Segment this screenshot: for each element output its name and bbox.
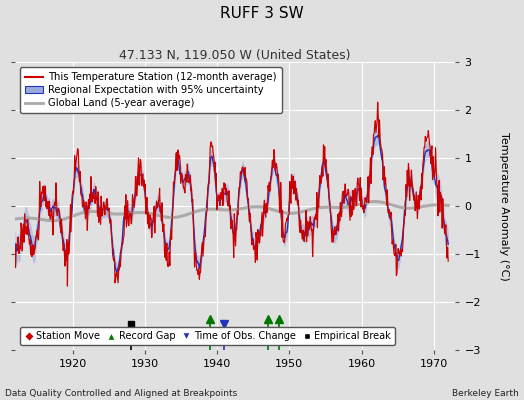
Y-axis label: Temperature Anomaly (°C): Temperature Anomaly (°C): [499, 132, 509, 280]
Text: Data Quality Controlled and Aligned at Breakpoints: Data Quality Controlled and Aligned at B…: [5, 389, 237, 398]
Title: 47.133 N, 119.050 W (United States): 47.133 N, 119.050 W (United States): [119, 49, 351, 62]
Text: Berkeley Earth: Berkeley Earth: [452, 389, 519, 398]
Legend: Station Move, Record Gap, Time of Obs. Change, Empirical Break: Station Move, Record Gap, Time of Obs. C…: [20, 327, 395, 345]
Text: RUFF 3 SW: RUFF 3 SW: [220, 6, 304, 21]
